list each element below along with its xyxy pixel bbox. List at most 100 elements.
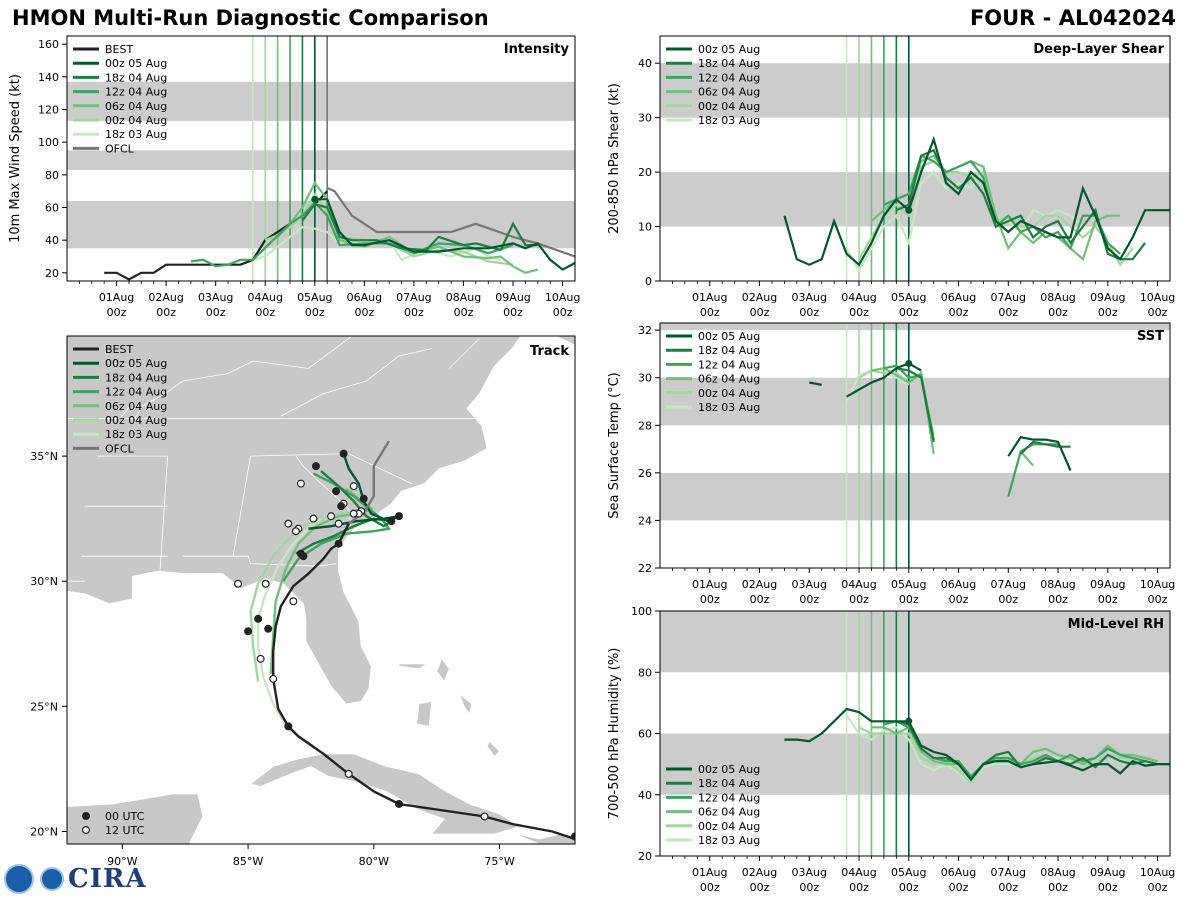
x-tick-label-hour: 00z [949,306,969,319]
y-tick-label: 32 [638,324,652,337]
ofcl-track-line [347,440,390,525]
x-tick-label-date: 06Aug [941,866,976,879]
panel-title: Deep-Layer Shear [1033,42,1164,57]
x-tick-label-date: 08Aug [446,291,481,304]
x-tick-label-hour: 00z [799,881,819,894]
legend-label: 12z 04 Aug [105,386,167,399]
y-tick-label: 160 [38,38,59,51]
legend-label: 00z 04 Aug [105,414,167,427]
x-tick-label-hour: 00z [1048,593,1068,606]
legend-label: 12z 04 Aug [105,86,167,99]
legend-label: OFCL [105,442,135,455]
lat-tick-label: 30°N [30,575,58,588]
x-tick-label-date: 05Aug [891,291,926,304]
x-tick-label-hour: 00z [255,306,275,319]
x-tick-label-date: 05Aug [891,866,926,879]
map-frame [66,335,576,845]
state-border-line [159,456,168,572]
run-position-marker [296,479,305,488]
panel-sst: 22 24 26 28 30 32 01Aug 00z 02Aug 00z 03Aug 00z 04Au… [607,322,1175,606]
marker-legend-symbol [81,811,90,820]
x-tick-label-hour: 00z [949,593,969,606]
x-tick-label-date: 10Aug [1140,578,1175,591]
series-lines [809,362,1072,497]
legend-label: BEST [105,343,133,356]
legend-label: 18z 03 Aug [698,834,760,847]
state-border-line [232,456,251,557]
x-tick-label-hour: 00z [949,881,969,894]
x-tick-label-hour: 00z [1048,881,1068,894]
plot-frame [659,322,1171,569]
x-tick-label-hour: 00z [750,306,770,319]
lon-tick-label: 85°W [233,855,263,868]
run-position-marker [334,519,343,528]
plot-frame [659,35,1171,282]
best-position-marker [480,812,489,821]
x-tick-label-date: 03Aug [792,291,827,304]
legend-label: 00z 04 Aug [105,114,167,127]
y-tick-label: 24 [638,514,652,527]
long-island-bahamas [486,740,501,758]
x-tick-label-date: 10Aug [1140,291,1175,304]
run-position-marker [244,627,253,636]
state-border-line [182,555,337,567]
best-position-marker [334,539,343,548]
run-position-marker [261,579,270,588]
series-line-00z-05-Aug [783,135,1170,267]
lon-tick-label: 80°W [359,855,389,868]
storm-id-title: FOUR - AL042024 [969,6,1176,30]
y-axis-label: Sea Surface Temp (°C) [607,372,622,519]
y-tick-label: 0 [645,275,652,288]
legend-label: 00z 05 Aug [698,43,760,56]
y-tick-label: 40 [638,57,652,70]
x-tick-label-hour: 00z [553,306,573,319]
x-tick-label-hour: 00z [1148,306,1168,319]
ofcl-line [326,186,575,258]
marker-legend-symbol [81,825,90,834]
x-tick-label-date: 03Aug [792,866,827,879]
reference-band [660,323,1170,331]
legend-label: OFCL [105,142,135,155]
x-tick-label-hour: 00z [700,593,720,606]
legend-label: 06z 04 Aug [698,806,760,819]
best-track-line [272,523,575,841]
lon-tick-label: 90°W [107,855,137,868]
y-axis-label: 10m Max Wind Speed (kt) [8,74,23,243]
init-point-marker [311,195,319,203]
series-lines [104,180,575,281]
x-tick-label-hour: 00z [305,306,325,319]
x-tick-label-date: 07Aug [991,866,1026,879]
y-tick-label: 20 [638,166,652,179]
legend-label: 06z 04 Aug [698,373,760,386]
bahamas-eleuthera [458,692,473,715]
x-tick-label-date: 07Aug [991,291,1026,304]
x-tick-label-hour: 00z [849,306,869,319]
x-tick-label-hour: 00z [206,306,226,319]
legend-label: 00z 04 Aug [698,100,760,113]
y-axis-label: 200-850 hPa Shear (kt) [607,83,622,234]
x-tick-label-hour: 00z [107,306,127,319]
run-position-marker [256,654,265,663]
run-position-marker [332,487,341,496]
cira-logo-wordmark: CIRA [68,864,147,894]
x-tick-label-date: 04Aug [841,291,876,304]
panel-shear: 0 10 20 30 40 01Aug 00z 02Aug 00z 03Aug 00z 04Aug 00… [607,35,1175,319]
x-tick-label-date: 09Aug [495,291,530,304]
jamaica-island [414,869,467,887]
best-position-marker [284,722,293,731]
plot-frame [66,35,576,282]
y-tick-label: 100 [38,136,59,149]
series-line-00z-05-Aug [314,198,575,271]
best-position-marker [289,597,298,606]
x-tick-label-hour: 00z [750,881,770,894]
legend-label: 18z 03 Aug [698,114,760,127]
run-position-marker [387,517,396,526]
x-tick-label-date: 02Aug [742,866,777,879]
x-tick-label-date: 01Aug [692,866,727,879]
series-line-12z-04-Aug [883,154,1121,255]
